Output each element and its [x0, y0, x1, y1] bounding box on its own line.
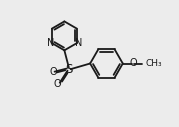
- Text: O: O: [49, 67, 57, 77]
- Text: N: N: [75, 38, 82, 48]
- Text: O: O: [129, 59, 137, 68]
- Text: O: O: [54, 79, 61, 89]
- Text: N: N: [47, 38, 54, 48]
- Text: CH₃: CH₃: [145, 59, 162, 68]
- Text: S: S: [65, 63, 72, 76]
